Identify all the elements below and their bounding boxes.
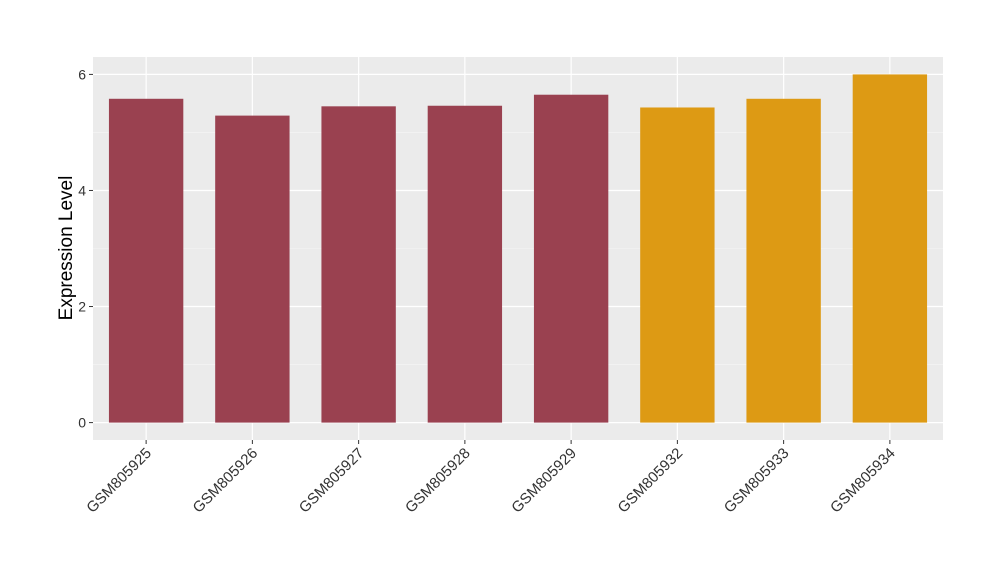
x-tick-label: GSM805925: [83, 445, 155, 517]
bar: [852, 74, 928, 423]
bar: [533, 94, 609, 423]
y-tick-label: 0: [78, 415, 86, 431]
bar: [640, 107, 715, 423]
x-tick-label: GSM805934: [827, 445, 899, 517]
y-tick-label: 2: [78, 299, 86, 315]
bar: [746, 98, 821, 423]
y-tick-label: 6: [78, 66, 86, 82]
x-tick-label: GSM805929: [508, 445, 580, 517]
y-axis-label: Expression Level: [56, 176, 77, 321]
x-tick-label: GSM805926: [190, 445, 262, 517]
x-tick-label: GSM805932: [615, 445, 687, 517]
bar: [108, 98, 184, 423]
bar: [321, 106, 396, 423]
x-tick-label: GSM805928: [402, 445, 474, 517]
y-tick-label: 4: [78, 182, 86, 198]
x-tick-label: GSM805927: [296, 445, 368, 517]
x-tick-label: GSM805933: [721, 445, 793, 517]
bar: [215, 115, 290, 423]
bar: [427, 105, 503, 423]
